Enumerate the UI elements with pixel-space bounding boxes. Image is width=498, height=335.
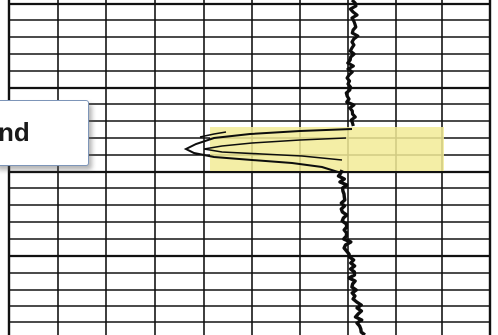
log-curve-upper [344, 0, 360, 127]
kick-inner-line [203, 137, 347, 161]
log-grid-border [7, 0, 492, 335]
callout-box: nd [0, 100, 89, 166]
callout-label: nd [0, 117, 30, 147]
kick-tick [199, 131, 227, 138]
kick-outer-line [183, 128, 353, 173]
log-curve-lower [336, 169, 366, 335]
